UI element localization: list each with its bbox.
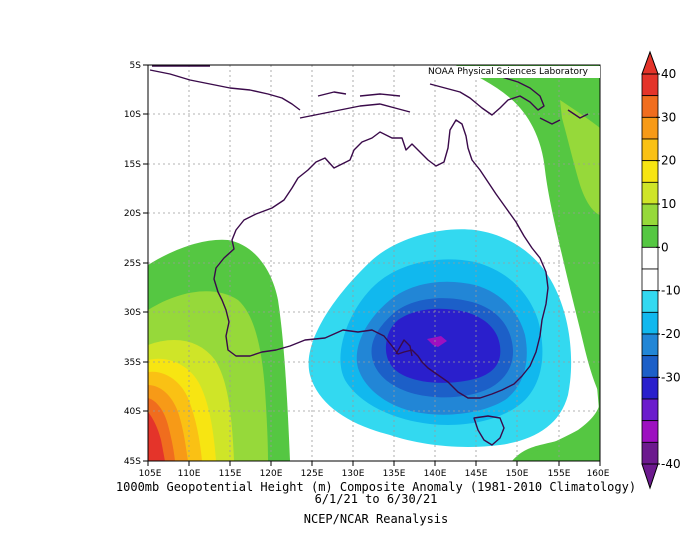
lon-label: 140E bbox=[424, 469, 447, 479]
lat-axis: 5S 10S 15S 20S 25S 30S 35S 40S 45S bbox=[124, 61, 148, 467]
lat-label: 45S bbox=[124, 457, 141, 467]
colorbar-segment bbox=[641, 160, 659, 183]
lon-label: 120E bbox=[260, 469, 283, 479]
lon-label: 155E bbox=[548, 469, 571, 479]
colorbar-label: -40 bbox=[661, 457, 681, 471]
colorbar-segment bbox=[641, 73, 659, 97]
colorbar-label: -30 bbox=[661, 370, 681, 384]
coastlines bbox=[149, 65, 589, 446]
australia-coastline bbox=[213, 119, 549, 399]
credit-label: NOAA Physical Sciences Laboratory bbox=[416, 66, 600, 78]
colorbar-segment bbox=[641, 203, 659, 227]
central-negative-50 bbox=[385, 308, 501, 383]
colorbar-segment bbox=[641, 181, 659, 205]
colorbar-segment bbox=[641, 95, 659, 118]
lon-label: 115E bbox=[219, 469, 242, 479]
lat-label: 5S bbox=[130, 61, 142, 71]
lon-label: 125E bbox=[301, 469, 324, 479]
colorbar-label: 30 bbox=[661, 110, 676, 124]
lon-label: 110E bbox=[178, 469, 201, 479]
colorbar-bottom-arrow bbox=[641, 463, 659, 490]
colorbar-segment bbox=[641, 355, 659, 378]
colorbar-segment bbox=[641, 398, 659, 422]
colorbar-label: 0 bbox=[661, 240, 669, 254]
tasmania-coastline bbox=[473, 415, 505, 446]
colorbar: 40 30 20 10 0 -10 -20 -30 -40 bbox=[641, 50, 681, 490]
colorbar-label: -20 bbox=[661, 327, 681, 341]
colorbar-segment bbox=[641, 420, 659, 443]
colorbar-segment bbox=[641, 116, 659, 140]
west-positive-80 bbox=[148, 412, 165, 461]
date-range: 6/1/21 to 6/30/21 bbox=[314, 492, 438, 506]
new-guinea-coastline bbox=[429, 66, 545, 116]
colorbar-segment bbox=[641, 268, 659, 292]
lat-label: 15S bbox=[124, 160, 141, 170]
east-positive-20 bbox=[560, 100, 600, 215]
colorbar-segment bbox=[641, 441, 659, 465]
central-negative-60 bbox=[427, 336, 447, 347]
lat-label: 20S bbox=[124, 209, 141, 219]
colorbar-segment bbox=[641, 376, 659, 400]
colorbar-top-arrow bbox=[641, 50, 659, 75]
data-source: NCEP/NCAR Reanalysis bbox=[303, 512, 449, 526]
colorbar-label: 40 bbox=[661, 67, 676, 81]
lat-label: 25S bbox=[124, 259, 141, 269]
colorbar-segment bbox=[641, 138, 659, 162]
colorbar-segment bbox=[641, 246, 659, 270]
colorbar-label: -10 bbox=[661, 284, 681, 298]
map-title: 1000mb Geopotential Height (m) Composite… bbox=[115, 480, 637, 494]
grid-lines bbox=[148, 65, 600, 461]
colorbar-segment bbox=[641, 333, 659, 357]
lat-label: 10S bbox=[124, 110, 141, 120]
lat-label: 40S bbox=[124, 407, 141, 417]
colorbar-label: 20 bbox=[661, 154, 676, 168]
lon-axis: 105E 110E 115E 120E 125E 130E 135E 140E … bbox=[139, 461, 610, 479]
indonesia-coastline bbox=[149, 65, 411, 119]
colorbar-label: 10 bbox=[661, 197, 676, 211]
lon-label: 145E bbox=[465, 469, 488, 479]
lon-label: 130E bbox=[342, 469, 365, 479]
colorbar-segment bbox=[641, 290, 659, 313]
lon-label: 160E bbox=[587, 469, 610, 479]
lon-label: 105E bbox=[139, 469, 162, 479]
anomaly-fill bbox=[148, 65, 600, 461]
spencer-gulf bbox=[395, 339, 413, 357]
lat-label: 35S bbox=[124, 358, 141, 368]
colorbar-segment bbox=[641, 311, 659, 335]
lon-label: 135E bbox=[383, 469, 406, 479]
lat-label: 30S bbox=[124, 308, 141, 318]
colorbar-segment bbox=[641, 225, 659, 248]
lon-label: 150E bbox=[506, 469, 529, 479]
islands-coastline bbox=[539, 109, 589, 125]
